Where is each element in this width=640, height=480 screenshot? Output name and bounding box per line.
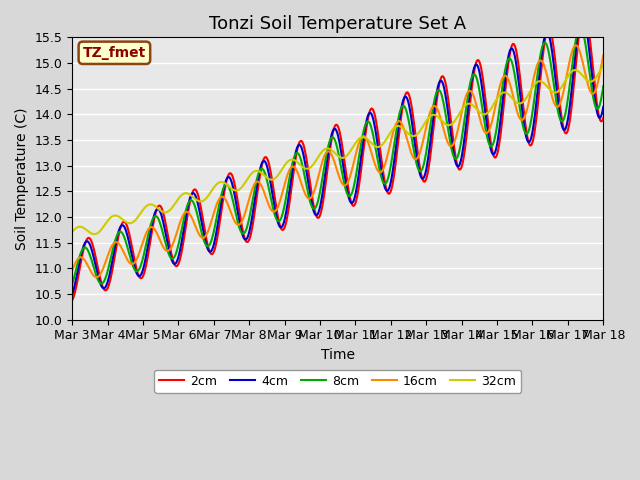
16cm (68, 268, 76, 274)
32cm (90, 231, 98, 237)
2cm (580, 9, 588, 14)
4cm (579, 13, 586, 19)
8cm (214, 205, 222, 211)
32cm (403, 129, 411, 135)
4cm (402, 94, 410, 100)
8cm (418, 168, 426, 173)
8cm (186, 197, 194, 203)
32cm (215, 180, 223, 185)
32cm (188, 192, 195, 198)
Line: 4cm: 4cm (72, 16, 604, 295)
16cm (215, 196, 223, 202)
32cm (419, 124, 426, 130)
4cm (186, 194, 194, 200)
4cm (68, 292, 76, 298)
4cm (418, 175, 426, 181)
Text: TZ_fmet: TZ_fmet (83, 46, 146, 60)
32cm (133, 215, 141, 221)
2cm (186, 197, 194, 203)
8cm (600, 83, 607, 89)
4cm (600, 104, 607, 110)
16cm (572, 42, 580, 48)
8cm (78, 248, 86, 253)
2cm (68, 298, 76, 303)
8cm (68, 282, 76, 288)
2cm (214, 228, 222, 234)
Line: 32cm: 32cm (72, 65, 604, 234)
X-axis label: Time: Time (321, 348, 355, 362)
32cm (600, 62, 607, 68)
Y-axis label: Soil Temperature (C): Soil Temperature (C) (15, 108, 29, 250)
Title: Tonzi Soil Temperature Set A: Tonzi Soil Temperature Set A (209, 15, 467, 33)
Line: 8cm: 8cm (72, 27, 604, 285)
Line: 2cm: 2cm (72, 12, 604, 300)
16cm (93, 275, 100, 280)
16cm (403, 135, 411, 141)
16cm (133, 255, 141, 261)
16cm (419, 142, 426, 147)
16cm (600, 52, 607, 58)
16cm (188, 213, 195, 219)
Legend: 2cm, 4cm, 8cm, 16cm, 32cm: 2cm, 4cm, 8cm, 16cm, 32cm (154, 370, 521, 393)
4cm (78, 249, 86, 255)
2cm (418, 173, 426, 179)
8cm (132, 268, 140, 274)
2cm (132, 266, 140, 272)
2cm (402, 90, 410, 96)
2cm (78, 255, 86, 261)
4cm (132, 270, 140, 276)
32cm (78, 224, 86, 230)
Line: 16cm: 16cm (72, 45, 604, 277)
8cm (402, 107, 410, 113)
16cm (78, 254, 86, 260)
2cm (600, 115, 607, 121)
32cm (68, 229, 76, 235)
8cm (577, 24, 584, 30)
4cm (214, 217, 222, 223)
